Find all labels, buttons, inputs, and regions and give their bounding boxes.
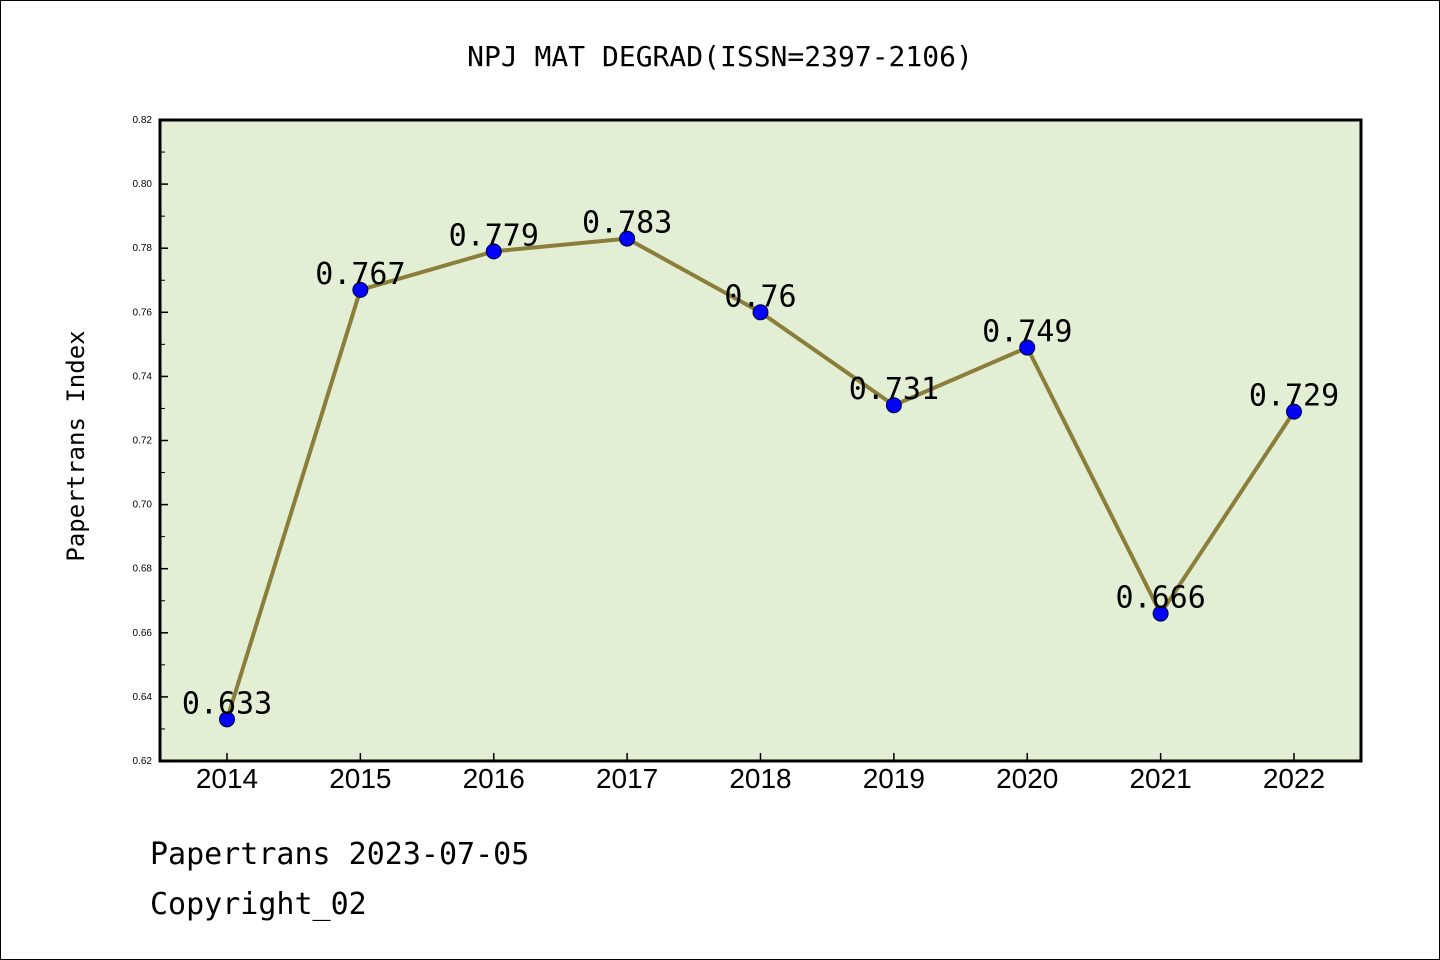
plot-area — [160, 120, 1361, 761]
data-point-2019 — [885, 397, 902, 414]
x-tick-label: 2018 — [729, 763, 791, 794]
data-point-2017 — [619, 230, 636, 247]
data-label-2015: 0.767 — [315, 257, 405, 292]
data-label-2020: 0.749 — [982, 315, 1072, 350]
x-axis: 2014 2015 2016 2017 2018 2019 2020 2021 2022 — [196, 753, 1325, 794]
y-tick-label: 0.70 — [133, 500, 153, 511]
x-tick-label: 2019 — [863, 763, 925, 794]
data-labels: 0.633 0.767 0.779 0.783 0.76 0.731 0.749 0.666 0… — [182, 206, 1339, 722]
x-tick-label: 2016 — [463, 763, 525, 794]
data-point-2022 — [1286, 403, 1302, 420]
data-point-2018 — [752, 304, 769, 321]
y-tick-label: 0.72 — [133, 436, 153, 447]
footer-copyright: Copyright_02 — [150, 887, 367, 922]
x-tick-label: 2017 — [596, 763, 658, 794]
footer-date: Papertrans 2023-07-05 — [150, 837, 529, 872]
data-point-2016 — [485, 243, 502, 260]
y-tick-label: 0.76 — [133, 307, 153, 318]
series-markers — [219, 230, 1302, 728]
y-tick-label: 0.66 — [133, 628, 153, 639]
y-axis-label: Papertrans Index — [62, 330, 90, 561]
data-label-2014: 0.633 — [182, 686, 272, 721]
x-tick-label: 2021 — [1129, 763, 1191, 794]
y-tick-label: 0.78 — [133, 243, 153, 254]
y-tick-label: 0.80 — [133, 179, 153, 190]
data-point-2020 — [1019, 339, 1036, 356]
y-tick-label: 0.68 — [133, 564, 153, 575]
y-tick-label: 0.64 — [133, 692, 153, 703]
data-label-2019: 0.731 — [849, 372, 939, 407]
x-tick-label: 2020 — [996, 763, 1058, 794]
data-label-2017: 0.783 — [582, 206, 672, 241]
data-label-2021: 0.666 — [1115, 581, 1205, 616]
data-label-2018: 0.76 — [724, 279, 796, 314]
y-axis: 0.62 0.64 0.66 0.68 0.70 0.72 0.74 0.76 0.78 0.80… — [133, 115, 168, 767]
data-point-2021 — [1152, 605, 1169, 622]
y-tick-label: 0.82 — [133, 115, 153, 126]
data-label-2016: 0.779 — [449, 218, 539, 253]
x-tick-label: 2022 — [1263, 763, 1325, 794]
data-point-2014 — [219, 711, 235, 728]
chart-title: NPJ MAT DEGRAD(ISSN=2397-2106) — [467, 40, 973, 73]
x-tick-label: 2015 — [329, 763, 391, 794]
x-tick-label: 2014 — [196, 763, 258, 794]
y-tick-label: 0.62 — [133, 756, 153, 767]
data-point-2015 — [352, 281, 369, 298]
plot-border — [158, 118, 1363, 763]
data-label-2022: 0.729 — [1249, 379, 1339, 414]
y-tick-label: 0.74 — [133, 371, 153, 382]
